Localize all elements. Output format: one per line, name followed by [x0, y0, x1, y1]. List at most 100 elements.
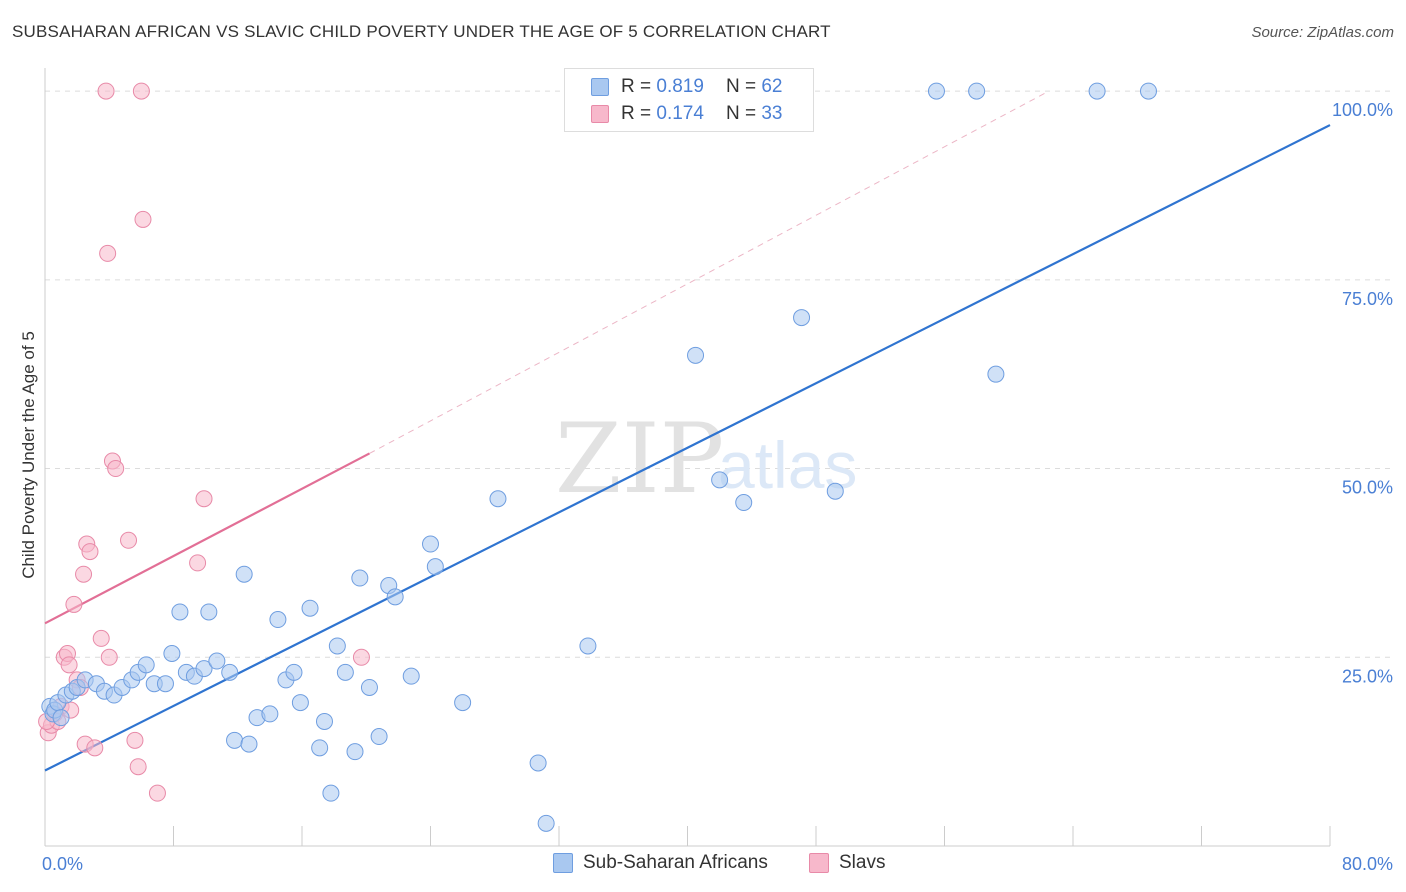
data-point-slavs [132, 82, 150, 100]
data-point-slavs [97, 82, 115, 100]
data-point-subsaharan [968, 82, 986, 100]
data-point-slavs [100, 648, 118, 666]
data-point-subsaharan [261, 705, 279, 723]
data-point-subsaharan [171, 603, 189, 621]
data-point-subsaharan [402, 667, 420, 685]
data-point-subsaharan [927, 82, 945, 100]
legend-item-subsaharan: Sub-Saharan Africans [553, 852, 768, 874]
data-point-subsaharan [156, 675, 174, 693]
data-point-slavs [81, 543, 99, 561]
data-point-subsaharan [687, 346, 705, 364]
legend-n-label: N = [725, 103, 757, 124]
data-point-subsaharan [1139, 82, 1157, 100]
data-point-subsaharan [200, 603, 218, 621]
data-point-subsaharan [285, 663, 303, 681]
series-legend: Sub-Saharan Africans Slavs [0, 852, 1406, 876]
data-point-subsaharan [291, 694, 309, 712]
data-point-subsaharan [328, 637, 346, 655]
data-point-subsaharan [426, 558, 444, 576]
data-point-subsaharan [1088, 82, 1106, 100]
data-point-slavs [65, 595, 83, 613]
data-point-subsaharan [826, 482, 844, 500]
stats-legend: R = 0.819 N = 62 R = 0.174 N = 33 [564, 68, 814, 132]
data-point-slavs [195, 490, 213, 508]
legend-row-slavs: R = 0.174 N = 33 [565, 100, 782, 128]
data-point-slavs [129, 758, 147, 776]
data-point-slavs [92, 629, 110, 647]
legend-item-label: Slavs [839, 852, 886, 873]
data-point-slavs [126, 731, 144, 749]
data-point-subsaharan [195, 660, 213, 678]
legend-row-subsaharan: R = 0.819 N = 62 [565, 73, 782, 101]
data-point-slavs [75, 565, 93, 583]
data-point-subsaharan [311, 739, 329, 757]
data-point-subsaharan [52, 709, 70, 727]
data-point-subsaharan [322, 784, 340, 802]
legend-swatch-pink [591, 105, 609, 123]
source-label: Source: ZipAtlas.com [1251, 24, 1394, 41]
y-axis-label: Child Poverty Under the Age of 5 [19, 331, 38, 579]
data-point-subsaharan [208, 652, 226, 670]
slavs-trend-line [44, 452, 370, 625]
legend-n-label: N = [725, 76, 757, 97]
data-point-subsaharan [489, 490, 507, 508]
data-point-subsaharan [579, 637, 597, 655]
data-point-subsaharan [537, 814, 555, 832]
data-point-slavs [86, 739, 104, 757]
data-point-subsaharan [240, 735, 258, 753]
data-point-subsaharan [315, 712, 333, 730]
data-point-slavs [120, 531, 138, 549]
data-point-subsaharan [454, 694, 472, 712]
legend-r-value: 0.174 [656, 103, 704, 124]
legend-n-value: 62 [761, 76, 783, 97]
chart-title: SUBSAHARAN AFRICAN VS SLAVIC CHILD POVER… [12, 22, 831, 41]
tick-labels: 25.0% 50.0% 75.0% 100.0% 0.0% 80.0% [42, 100, 1393, 874]
data-point-subsaharan [351, 569, 369, 587]
data-point-slavs [134, 210, 152, 228]
data-points [38, 82, 1157, 832]
x-tick-label-min: 0.0% [42, 854, 83, 874]
data-point-subsaharan [793, 309, 811, 327]
data-point-subsaharan [137, 656, 155, 674]
trend-lines [44, 90, 1331, 772]
legend-r-label: R = [621, 76, 652, 97]
data-point-slavs [99, 244, 117, 262]
subsaharan-trend-line [44, 124, 1331, 772]
slavs-trend-extension [369, 90, 1050, 454]
data-point-subsaharan [422, 535, 439, 553]
data-point-subsaharan [360, 678, 378, 696]
x-tick-label-max: 80.0% [1342, 854, 1393, 874]
data-point-subsaharan [336, 663, 354, 681]
legend-n-value: 33 [761, 103, 783, 124]
data-point-subsaharan [346, 743, 364, 761]
data-point-subsaharan [163, 645, 181, 662]
legend-swatch-blue [591, 78, 609, 96]
legend-swatch-pink [809, 853, 829, 873]
legend-r-label: R = [621, 103, 652, 124]
data-point-subsaharan [711, 471, 729, 489]
legend-swatch-blue [553, 853, 573, 873]
data-point-subsaharan [529, 754, 547, 772]
data-point-slavs [352, 648, 370, 666]
data-point-subsaharan [221, 663, 239, 681]
data-point-subsaharan [370, 728, 388, 746]
data-point-slavs [148, 784, 166, 802]
data-point-subsaharan [269, 611, 287, 629]
watermark-zip: ZIP [555, 403, 724, 515]
data-point-slavs [60, 656, 78, 674]
data-point-subsaharan [235, 565, 253, 583]
data-point-subsaharan [386, 588, 404, 606]
data-point-subsaharan [301, 599, 319, 617]
data-point-slavs [189, 554, 207, 572]
y-tick-label: 25.0% [1342, 666, 1393, 686]
data-point-subsaharan [226, 731, 244, 749]
legend-r-value: 0.819 [656, 76, 704, 97]
legend-item-label: Sub-Saharan Africans [583, 852, 768, 873]
legend-item-slavs: Slavs [809, 852, 885, 874]
data-point-slavs [107, 460, 125, 478]
data-point-subsaharan [987, 365, 1005, 383]
y-tick-label: 100.0% [1332, 100, 1393, 120]
data-point-subsaharan [735, 494, 753, 512]
y-tick-label: 75.0% [1342, 289, 1393, 309]
